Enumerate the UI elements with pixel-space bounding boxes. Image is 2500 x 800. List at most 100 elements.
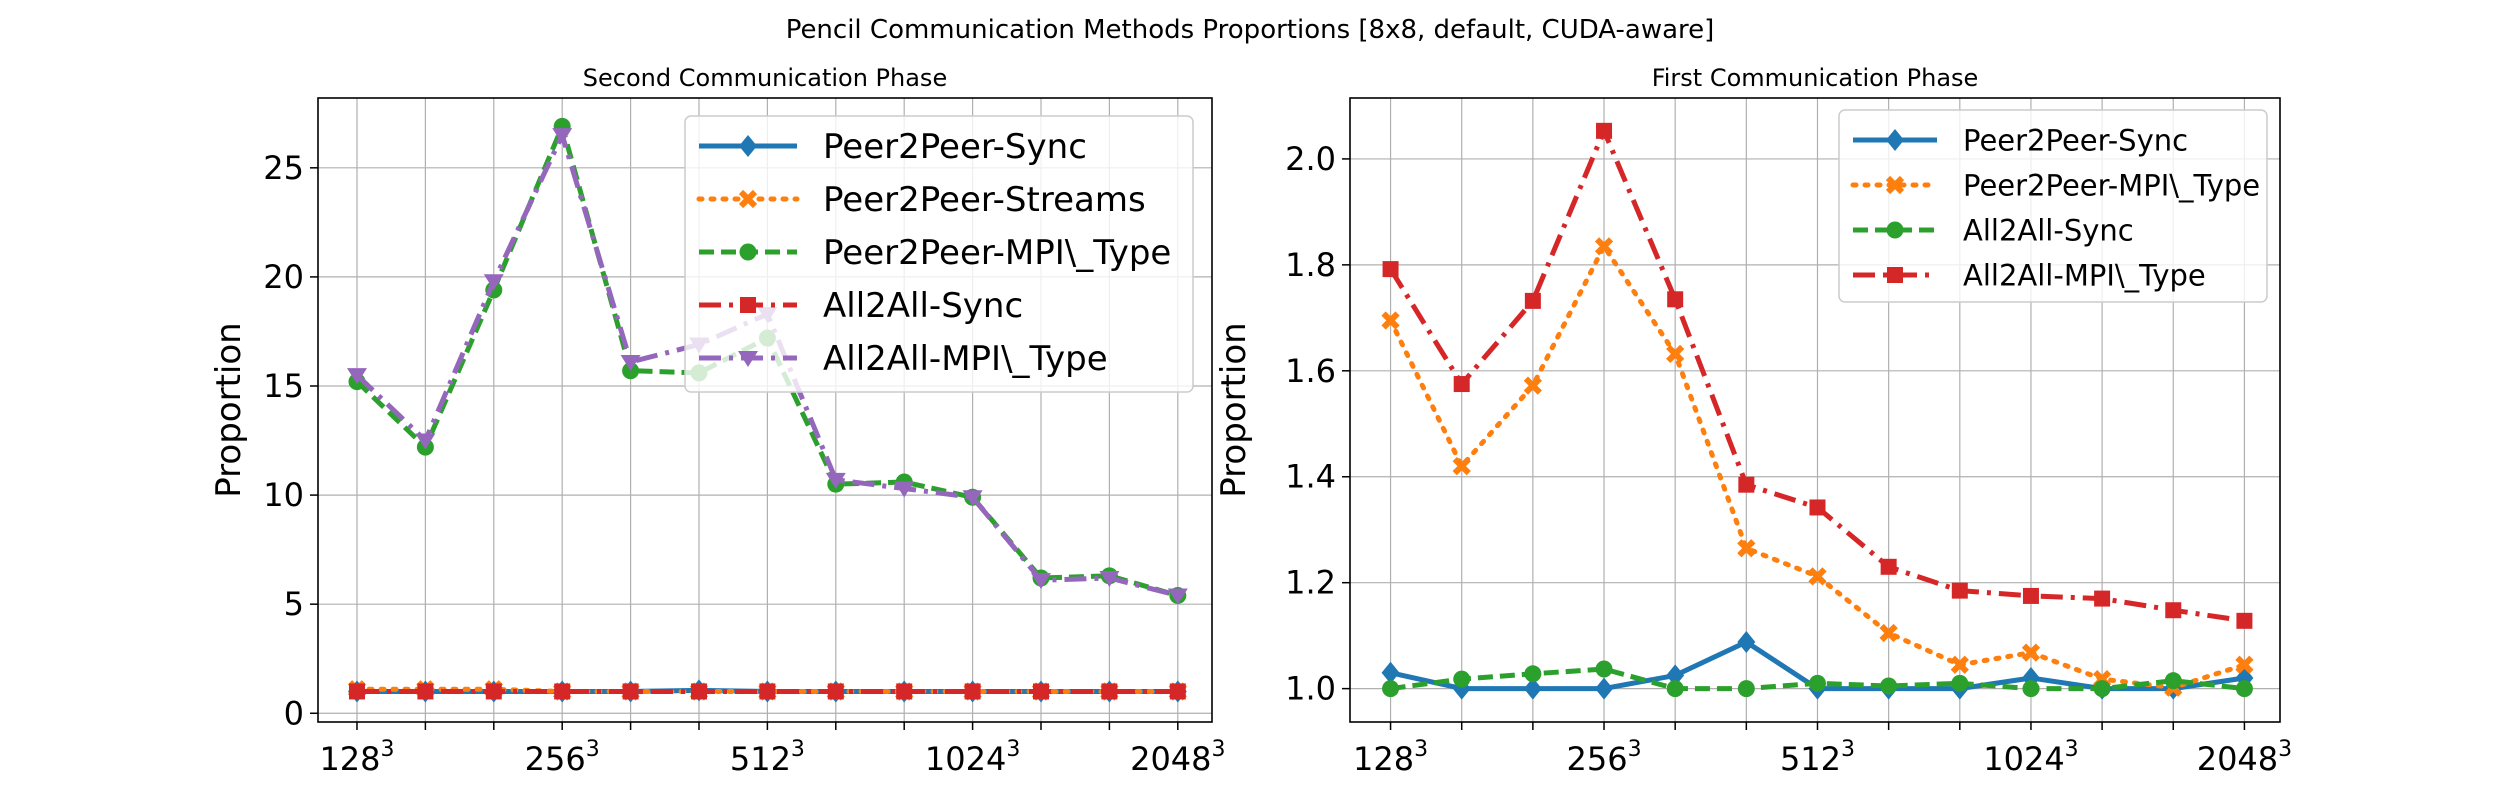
y-tick-label: 15 [263, 367, 304, 405]
data-point [1595, 677, 1614, 700]
data-point [1808, 674, 1826, 692]
x-tick-label: 20483 [2197, 737, 2292, 778]
data-point [962, 490, 983, 507]
data-point [415, 433, 436, 450]
legend-swatch-marker [1885, 175, 1905, 195]
y-tick-label: 1.0 [1285, 670, 1336, 708]
data-point [1523, 376, 1542, 395]
data-point [346, 368, 367, 385]
series-all2all-mpi-type [1382, 122, 2253, 629]
data-point [1737, 680, 1755, 698]
data-point [1523, 677, 1542, 700]
legend-box [1838, 109, 2268, 303]
data-point [1666, 344, 1685, 363]
legend-label: All2All-Sync [823, 286, 1023, 326]
data-point [1101, 683, 1118, 700]
data-point [1596, 122, 1613, 139]
legend-label: Peer2Peer-MPI\_Type [1963, 168, 2260, 202]
data-point [2236, 612, 2253, 629]
data-point [825, 472, 846, 489]
legend-swatch-marker [1886, 221, 1904, 239]
y-tick-label: 5 [284, 585, 304, 623]
data-point [1880, 677, 1898, 695]
data-point [2022, 680, 2040, 698]
data-point [1667, 291, 1684, 308]
legend: Peer2Peer-Sync Peer2Peer-Streams Peer2Peer… [684, 115, 1194, 393]
data-point [1032, 683, 1049, 700]
plot-frame [1349, 97, 2281, 723]
y-axis: 1.0 1.2 1.4 1.6 1.8 2.0 Proportion [1214, 140, 1350, 708]
y-tick-label: 2.0 [1285, 140, 1336, 178]
legend-swatch-marker [1887, 267, 1903, 283]
y-tick-label: 0 [284, 694, 304, 732]
data-point [1809, 499, 1826, 516]
legend-swatch-marker [1886, 129, 1904, 151]
legend-box [684, 115, 1194, 393]
data-point [2235, 655, 2254, 674]
data-point [1666, 664, 1685, 687]
x-tick-label: 10243 [1983, 737, 2078, 778]
subplot-title: Second Communication Phase [583, 64, 947, 92]
legend-label: Peer2Peer-Sync [823, 127, 1087, 167]
data-point [485, 683, 502, 700]
legend-label: Peer2Peer-Sync [1963, 123, 2188, 157]
data-point [896, 683, 913, 700]
legend-label: All2All-MPI\_Type [823, 339, 1108, 379]
data-point [1167, 588, 1188, 605]
legend-label: Peer2Peer-Streams [823, 180, 1146, 220]
y-tick-label: 25 [263, 149, 304, 187]
data-point [2021, 643, 2041, 662]
data-point [894, 481, 915, 498]
data-point [620, 355, 641, 371]
series-all2all-sync [1382, 660, 2253, 698]
data-point [2165, 602, 2182, 619]
y-tick-label: 1.2 [1285, 564, 1336, 602]
data-point [1030, 573, 1051, 590]
data-point [1381, 311, 1400, 330]
legend-swatch-marker [738, 189, 758, 209]
data-point [552, 128, 573, 145]
legend: Peer2Peer-Sync Peer2Peer-MPI\_Type All2All… [1838, 109, 2268, 303]
data-point [622, 683, 639, 700]
data-point [1880, 558, 1897, 575]
data-point [964, 683, 981, 700]
data-point [1951, 582, 1968, 599]
legend-label: All2All-MPI\_Type [1963, 258, 2206, 292]
y-axis-label: Proportion [1214, 322, 1254, 497]
data-point [1382, 261, 1399, 278]
data-point [1738, 476, 1755, 493]
legend-swatch-marker [739, 243, 757, 261]
legend-label: Peer2Peer-MPI\_Type [823, 233, 1171, 273]
legend-label: All2All-Sync [1963, 213, 2134, 247]
x-tick-label: 20483 [1130, 737, 1225, 778]
data-point [1453, 670, 1471, 688]
data-point [1453, 376, 1470, 393]
data-point [554, 683, 571, 700]
data-point [1666, 680, 1684, 698]
data-point [348, 683, 365, 700]
data-point [1595, 660, 1613, 678]
data-point [483, 274, 504, 291]
data-point [417, 683, 434, 700]
legend-swatch-marker [739, 135, 757, 157]
x-tick-label: 10243 [925, 737, 1020, 778]
data-point [1594, 237, 1614, 256]
data-point [1737, 631, 1756, 654]
data-point [1381, 661, 1400, 684]
data-point [1808, 567, 1827, 586]
plot-frame [317, 97, 1213, 723]
data-point [2235, 680, 2253, 698]
y-tick-label: 1.8 [1285, 246, 1336, 284]
y-tick-label: 1.6 [1285, 352, 1336, 390]
chart-first-phase: First Communication Phase 1.0 1.2 1.4 1.6 1.8… [1214, 64, 2292, 778]
legend-swatch-marker [740, 297, 756, 313]
series-all2all-sync [348, 683, 1186, 700]
data-point [1382, 680, 1400, 698]
data-point [827, 683, 844, 700]
data-point [1950, 655, 1969, 674]
data-point [759, 683, 776, 700]
y-tick-label: 20 [263, 258, 304, 296]
y-axis-label: Proportion [209, 322, 249, 497]
data-point [1524, 292, 1541, 309]
